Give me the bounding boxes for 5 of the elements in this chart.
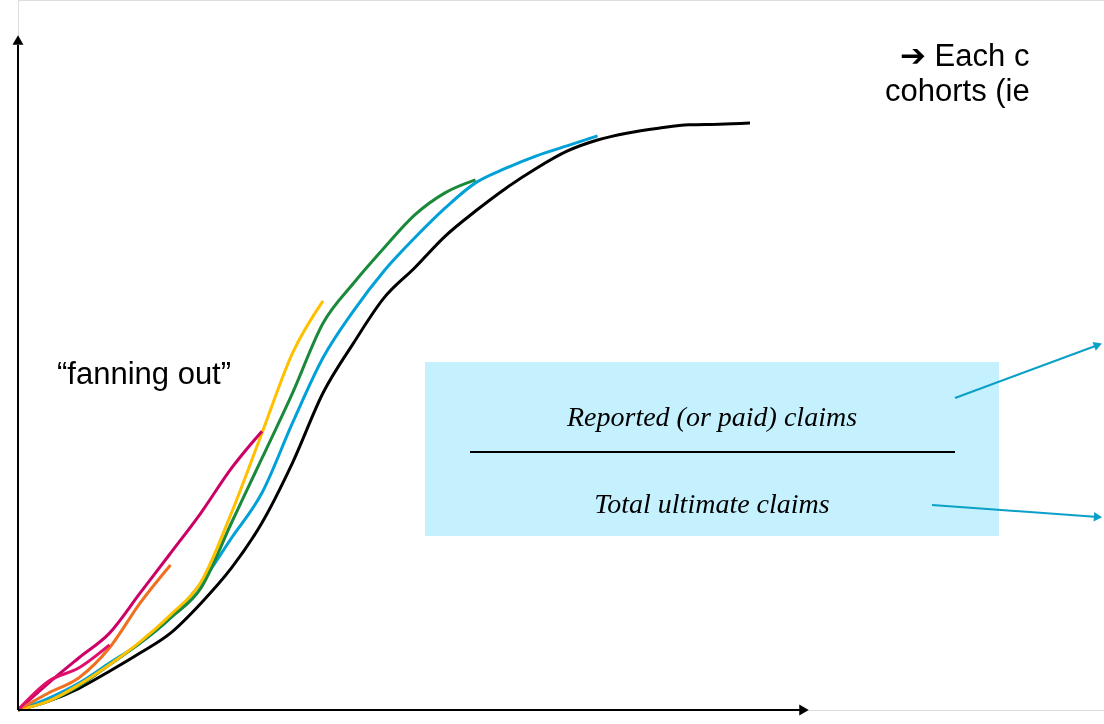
text: cohorts (ie — [885, 73, 1030, 108]
annotation: “fanning out” — [57, 356, 232, 391]
annotation: Total ultimate claims — [594, 488, 830, 519]
text: ➔ Each c — [900, 38, 1030, 73]
annotation: Reported (or paid) claims — [565, 401, 858, 432]
